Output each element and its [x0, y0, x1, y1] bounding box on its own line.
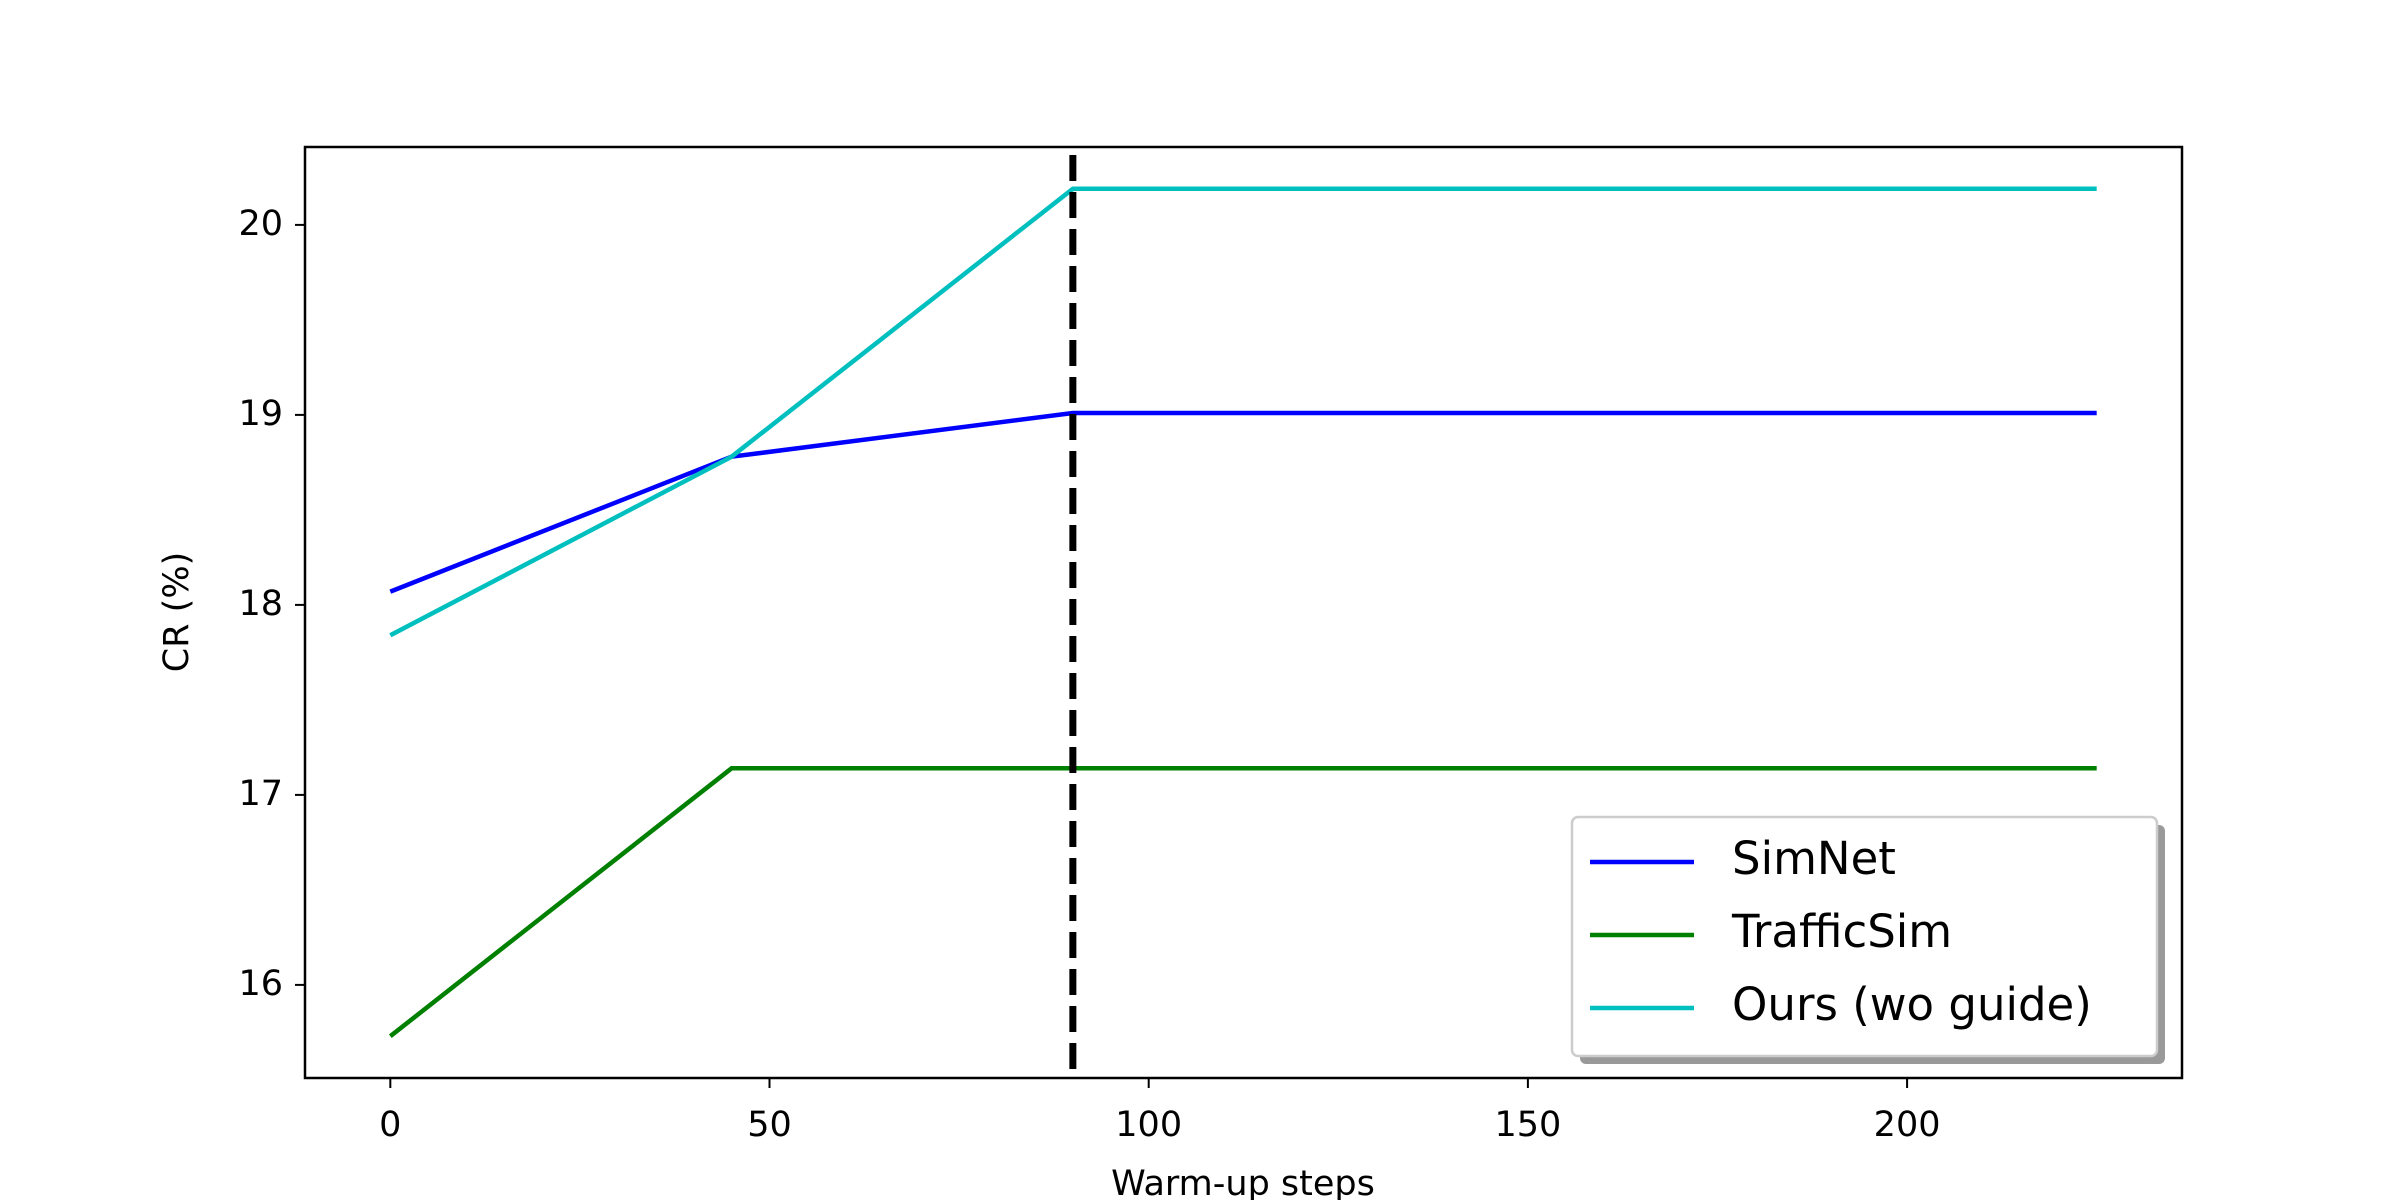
legend-label: Ours (wo guide) [1732, 978, 2092, 1031]
x-tick-label: 150 [1494, 1105, 1561, 1145]
series-line [389, 186, 2097, 638]
series-line [389, 410, 2097, 594]
x-tick-label: 100 [1115, 1105, 1182, 1145]
legend-box [1570, 815, 2159, 1058]
x-axis-label: Warm-up steps [1111, 1164, 1375, 1200]
legend-label: SimNet [1732, 832, 1896, 885]
x-tick-label: 0 [379, 1105, 401, 1145]
legend-label: TrafficSim [1731, 905, 1952, 958]
y-tick-label: 18 [238, 584, 283, 624]
y-axis-label: CR (%) [157, 552, 197, 672]
x-tick-label: 200 [1874, 1105, 1941, 1145]
y-tick-label: 16 [238, 964, 283, 1004]
y-tick-label: 17 [238, 774, 283, 814]
x-tick-label: 50 [747, 1105, 792, 1145]
y-tick-label: 19 [238, 394, 283, 434]
y-tick-label: 20 [238, 204, 283, 244]
axes-frame [303, 145, 2184, 1080]
series-line [388, 766, 2097, 1038]
